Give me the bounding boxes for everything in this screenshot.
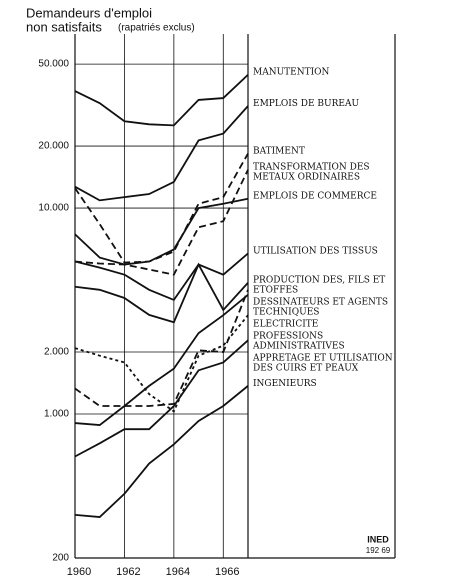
legend-label-line: BATIMENT bbox=[253, 146, 305, 156]
stamp: INED bbox=[367, 534, 389, 544]
legend-label: PROFESSIONS ADMINISTRATIVES bbox=[252, 331, 345, 351]
y-tick-label: 20.000 bbox=[38, 141, 69, 152]
legend-label-line: PRODUCTION DES, FILS ET bbox=[253, 275, 385, 285]
legend-label-line: MANUTENTION bbox=[253, 67, 330, 77]
series-line bbox=[74, 153, 249, 264]
legend-label-line: ETOFFES bbox=[253, 285, 298, 295]
legend-label-line: ADMINISTRATIVES bbox=[252, 341, 345, 351]
legend-label: MANUTENTION bbox=[253, 67, 330, 77]
series-line bbox=[74, 252, 249, 302]
y-tick-label: 10.000 bbox=[38, 203, 69, 214]
y-tick-label: 50.000 bbox=[38, 59, 69, 70]
legend-label-line: PROFESSIONS bbox=[253, 331, 323, 341]
legend-label: ELECTRICITE bbox=[253, 319, 318, 329]
legend-label-line: INGENIEURS bbox=[253, 378, 317, 388]
series-line bbox=[74, 105, 249, 202]
legend-label: EMPLOIS DE BUREAU bbox=[253, 98, 359, 108]
series-line bbox=[74, 339, 249, 458]
series-line bbox=[74, 74, 249, 127]
series-line bbox=[74, 294, 249, 426]
legend-label-line: EMPLOIS DE COMMERCE bbox=[253, 191, 377, 201]
series-line bbox=[74, 385, 249, 519]
chart-note: (rapatriés exclus) bbox=[118, 23, 195, 34]
chart-subtitle: non satisfaits bbox=[26, 19, 102, 34]
legend-label-line: TRANSFORMATION DES bbox=[253, 162, 370, 172]
legend-label-line: METAUX ORDINAIRES bbox=[253, 172, 360, 182]
legend-label-line: DES CUIRS ET PEAUX bbox=[253, 363, 359, 373]
series-line bbox=[74, 169, 249, 276]
series-line bbox=[74, 197, 249, 266]
legend-label-line: DESSINATEURS ET AGENTS bbox=[253, 297, 388, 307]
x-tick-label: 1964 bbox=[166, 566, 190, 578]
y-tick-label: 200 bbox=[52, 553, 69, 564]
legend-label-line: UTILISATION DES TISSUS bbox=[253, 246, 378, 256]
legend-label: APPRETAGE ET UTILISATION DES CUIRS ET PEA… bbox=[252, 353, 393, 373]
x-tick-label: 1962 bbox=[116, 566, 140, 578]
series-line bbox=[74, 314, 249, 413]
legend-label-line: APPRETAGE ET UTILISATION bbox=[252, 353, 393, 363]
legend-label: PRODUCTION DES, FILS ET ETOFFES bbox=[253, 275, 385, 295]
y-tick-label: 1.000 bbox=[44, 409, 69, 420]
y-tick-label: 2.000 bbox=[44, 347, 69, 358]
legend-label: INGENIEURS bbox=[253, 378, 317, 388]
legend-label: BATIMENT bbox=[253, 146, 305, 156]
x-tick-label: 1960 bbox=[67, 566, 91, 578]
legend-label-line: TECHNIQUES bbox=[253, 307, 319, 317]
series-line bbox=[74, 289, 249, 407]
legend-label: UTILISATION DES TISSUS bbox=[253, 246, 378, 256]
legend-label-line: EMPLOIS DE BUREAU bbox=[253, 98, 359, 108]
legend-label-line: ELECTRICITE bbox=[253, 319, 318, 329]
x-tick-label: 1966 bbox=[215, 566, 239, 578]
chart-title: Demandeurs d'emploi bbox=[26, 5, 152, 20]
series-line bbox=[74, 262, 249, 324]
stamp-code: 192 69 bbox=[366, 546, 391, 555]
legend-label: DESSINATEURS ET AGENTS TECHNIQUES bbox=[253, 297, 388, 317]
legend-label: EMPLOIS DE COMMERCE bbox=[253, 191, 377, 201]
legend-label: TRANSFORMATION DES METAUX ORDINAIRES bbox=[253, 162, 370, 182]
